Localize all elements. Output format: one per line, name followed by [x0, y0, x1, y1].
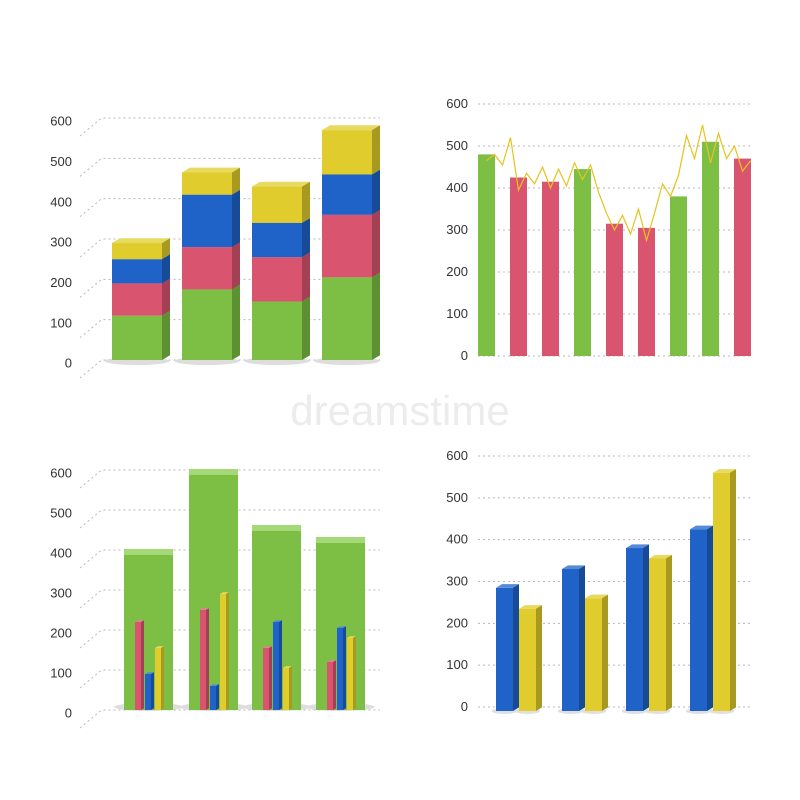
y-tick-label: 300 — [50, 235, 72, 250]
series-line — [486, 124, 751, 243]
bar-segment — [252, 218, 310, 258]
bar — [145, 672, 154, 710]
y-tick-label: 600 — [446, 448, 468, 463]
bar — [263, 646, 272, 710]
bar — [606, 223, 623, 356]
bar — [135, 620, 144, 710]
bar — [574, 169, 591, 356]
bar-segment — [112, 310, 170, 360]
y-tick-label: 0 — [65, 356, 72, 371]
y-tick-label: 400 — [50, 194, 72, 209]
bar — [670, 196, 687, 356]
bar-segment — [182, 167, 240, 195]
bar-segment — [252, 181, 310, 223]
y-tick-label: 400 — [50, 546, 72, 561]
y-tick-label: 600 — [50, 114, 72, 129]
background-bar-top — [189, 469, 238, 475]
gridline — [79, 709, 380, 729]
y-tick-label: 200 — [50, 275, 72, 290]
y-tick-label: 100 — [50, 666, 72, 681]
bar-segment — [112, 238, 170, 260]
bar — [210, 684, 219, 710]
y-tick-label: 100 — [446, 657, 468, 672]
bar — [283, 666, 292, 710]
y-tick-label: 200 — [50, 626, 72, 641]
bar — [478, 154, 495, 356]
bar — [734, 158, 751, 356]
background-bar-top — [124, 549, 173, 555]
bar-segment — [322, 169, 380, 215]
bar — [585, 594, 608, 711]
y-tick-label: 500 — [50, 506, 72, 521]
bar — [155, 646, 164, 710]
y-tick-label: 100 — [446, 306, 468, 321]
chart-grouped-on-background: 0 100 200 300 400 500 600 — [50, 466, 380, 729]
bar — [562, 565, 585, 711]
bar-segment — [112, 278, 170, 316]
y-tick-label: 300 — [446, 574, 468, 589]
y-tick-label: 200 — [446, 615, 468, 630]
bar — [690, 525, 713, 711]
y-tick-label: 500 — [50, 154, 72, 169]
y-tick-label: 0 — [461, 699, 468, 714]
bar-segment — [252, 252, 310, 302]
chart-bars-with-line: 0 100 200 300 400 500 600 — [446, 96, 752, 363]
chart-grouped-3d: 0 100 200 300 400 500 600 — [446, 448, 752, 714]
y-tick-label: 400 — [446, 532, 468, 547]
bar — [702, 141, 719, 356]
bar — [200, 608, 209, 710]
watermark-text: dreamstime — [290, 387, 509, 434]
bar — [626, 544, 649, 711]
bar — [638, 227, 655, 356]
bar — [347, 636, 356, 710]
bar — [496, 584, 519, 711]
bar-segment — [182, 189, 240, 248]
y-tick-label: 600 — [50, 466, 72, 481]
y-tick-label: 0 — [461, 348, 468, 363]
background-bar-top — [252, 525, 301, 531]
bar — [542, 181, 559, 356]
y-tick-label: 100 — [50, 315, 72, 330]
bar — [649, 554, 672, 711]
y-tick-label: 500 — [446, 490, 468, 505]
bar-segment — [252, 296, 310, 360]
y-tick-label: 300 — [446, 222, 468, 237]
bar — [273, 620, 282, 710]
bar — [337, 626, 346, 710]
background-bar-top — [316, 537, 365, 543]
bar — [510, 177, 527, 356]
bar — [220, 592, 229, 710]
bar — [327, 660, 336, 710]
bar-segment — [182, 284, 240, 360]
bar-segment — [322, 210, 380, 278]
bar-segment — [322, 272, 380, 360]
bar-segment — [182, 242, 240, 290]
chart-stacked-3d: 0 100 200 300 400 500 600 — [50, 114, 380, 379]
bar-segment — [322, 125, 380, 175]
y-tick-label: 600 — [446, 96, 468, 111]
y-tick-label: 300 — [50, 586, 72, 601]
y-tick-label: 400 — [446, 180, 468, 195]
y-tick-label: 0 — [65, 706, 72, 721]
y-tick-label: 200 — [446, 264, 468, 279]
bar — [713, 469, 736, 711]
background-bar — [189, 474, 238, 710]
bar — [519, 605, 542, 711]
y-tick-label: 500 — [446, 138, 468, 153]
